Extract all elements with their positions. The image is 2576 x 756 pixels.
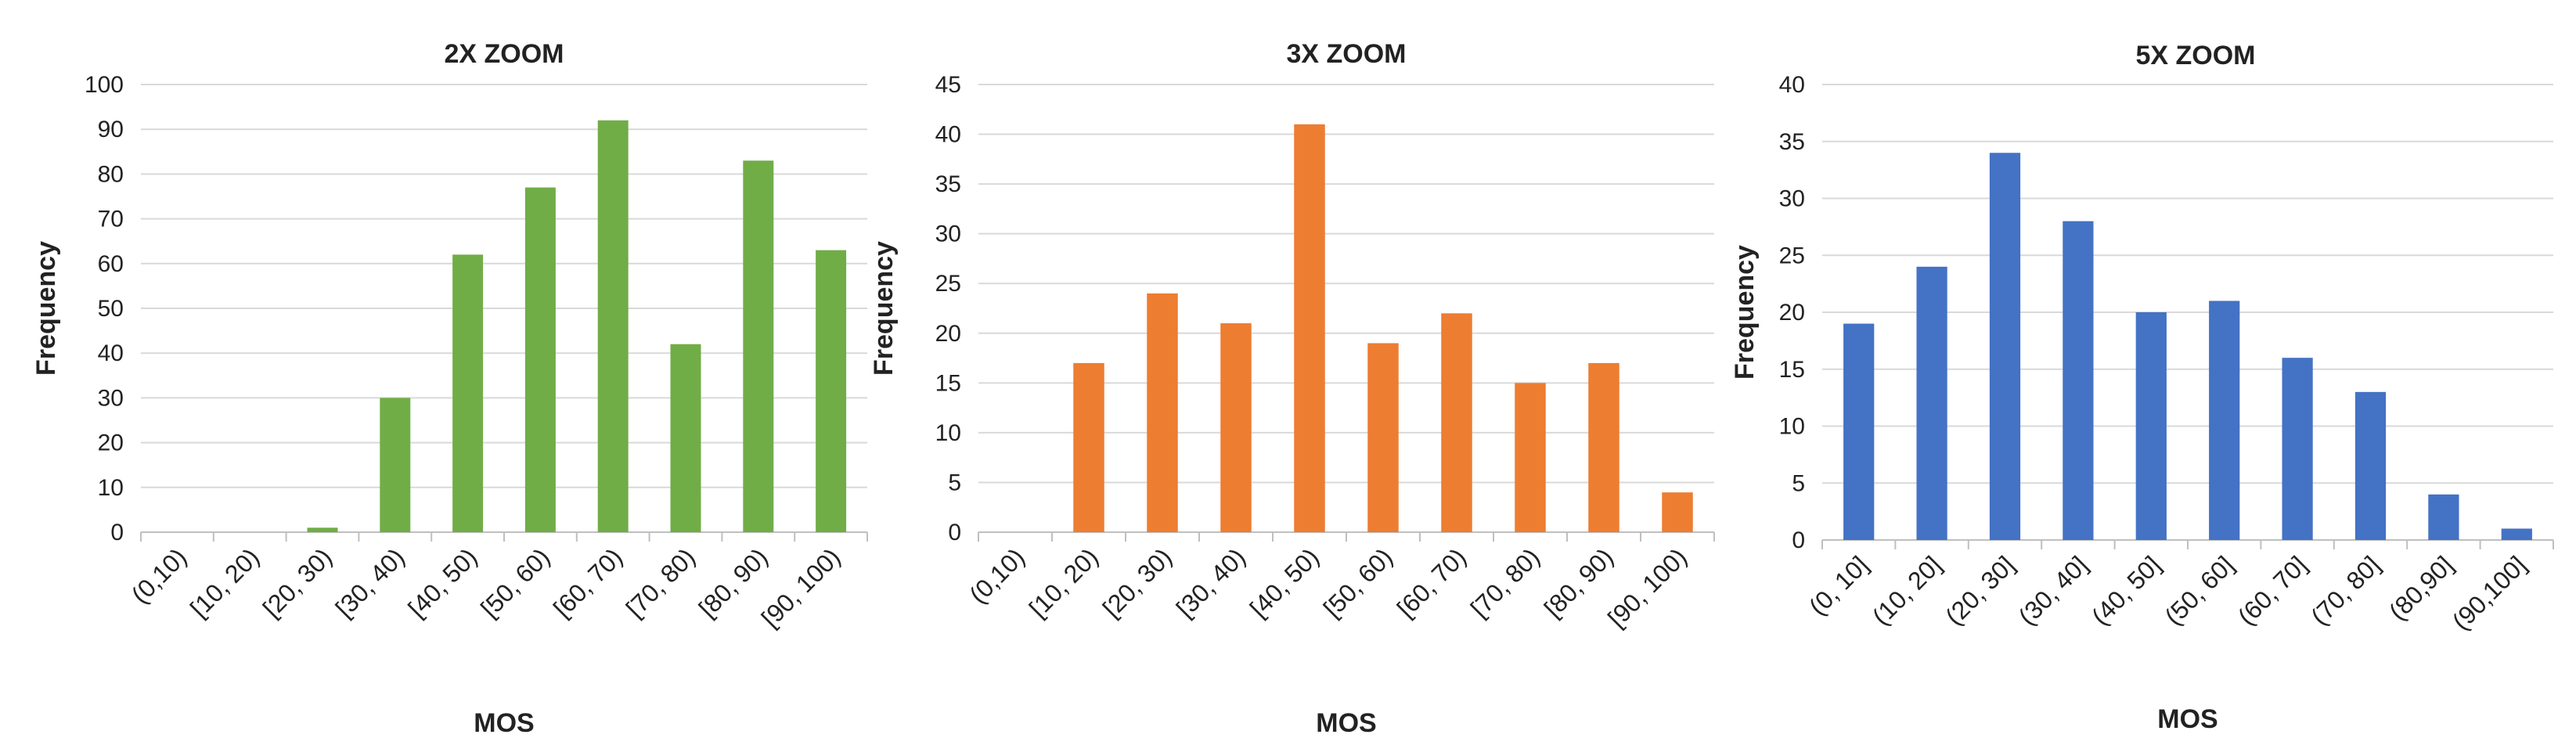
zoom5x-y-tick-label: 25 xyxy=(1779,243,1805,268)
zoom3x-x-tick-label: [30, 40) xyxy=(1171,542,1251,622)
zoom3x-y-tick-label: 40 xyxy=(935,122,961,148)
zoom5x-x-axis-label: MOS xyxy=(2157,704,2218,734)
zoom2x-y-tick-label: 10 xyxy=(98,475,124,501)
zoom5x-x-tick-label: (70, 80] xyxy=(2305,550,2385,630)
zoom3x-bar-9 xyxy=(1588,362,1619,532)
zoom3x-x-tick-label: (0,10) xyxy=(964,542,1030,609)
zoom2x-bar-4 xyxy=(380,398,411,532)
zoom5x-y-tick-label: 30 xyxy=(1779,186,1805,212)
zoom5x-x-tick-label: (0, 10] xyxy=(1803,550,1874,621)
zoom3x-y-axis-label: Frequency xyxy=(869,241,899,376)
zoom2x-y-tick-label: 90 xyxy=(98,117,124,142)
zoom2x-bar-3 xyxy=(307,527,338,532)
zoom2x-x-tick-label: [70, 80) xyxy=(621,542,701,622)
zoom3x-y-tick-label: 35 xyxy=(935,171,961,197)
zoom5x-bar-9 xyxy=(2428,494,2459,540)
zoom2x-y-tick-label: 0 xyxy=(110,520,124,545)
zoom5x-y-tick-label: 0 xyxy=(1792,527,1805,553)
zoom3x-x-tick-label: [20, 30) xyxy=(1097,542,1177,622)
zoom3x-title: 3X ZOOM xyxy=(1286,39,1406,69)
zoom5x-title: 5X ZOOM xyxy=(2135,41,2255,70)
zoom3x-y-tick-label: 5 xyxy=(948,470,961,495)
zoom5x-x-tick-label: (10, 20] xyxy=(1867,550,1947,630)
zoom3x-bar-3 xyxy=(1147,293,1178,532)
zoom3x-bar-2 xyxy=(1073,362,1104,532)
zoom5x-bar-1 xyxy=(1843,323,1875,540)
zoom5x-x-tick-label: (20, 30] xyxy=(1940,550,2019,630)
zoom2x-bar-5 xyxy=(452,254,484,532)
zoom5x-y-axis-label: Frequency xyxy=(1730,245,1760,380)
zoom2x-x-axis-label: MOS xyxy=(474,708,534,738)
zoom2x-x-tick-label: [90, 100) xyxy=(756,542,846,632)
zoom2x-bar-7 xyxy=(597,120,629,532)
zoom2x-x-tick-label: [40, 50) xyxy=(402,542,482,622)
zoom3x-bar-10 xyxy=(1662,492,1693,532)
zoom3x-y-tick-label: 0 xyxy=(948,520,961,545)
zoom5x-bar-8 xyxy=(2354,391,2387,540)
zoom2x-x-tick-label: [20, 30) xyxy=(258,542,337,622)
zoom2x-x-tick-label: [10, 20) xyxy=(185,542,265,622)
zoom5x-bar-2 xyxy=(1916,266,1947,540)
zoom5x-y-tick-label: 40 xyxy=(1779,72,1805,98)
zoom5x-bar-4 xyxy=(2063,221,2094,540)
zoom5x-y-tick-label: 5 xyxy=(1792,470,1805,496)
zoom3x-y-tick-label: 45 xyxy=(935,72,961,98)
zoom3x-x-tick-label: [50, 60) xyxy=(1318,542,1398,622)
zoom5x-y-tick-label: 15 xyxy=(1779,357,1805,383)
zoom3x-bar-4 xyxy=(1220,323,1252,532)
zoom3x-x-tick-label: [10, 20) xyxy=(1024,542,1104,622)
zoom2x-bar-9 xyxy=(743,160,774,533)
zoom3x-y-tick-label: 15 xyxy=(935,370,961,396)
zoom5x-y-tick-label: 35 xyxy=(1779,129,1805,155)
zoom2x-y-tick-label: 20 xyxy=(98,430,124,456)
zoom2x-y-tick-label: 50 xyxy=(98,296,124,322)
chart-5x-zoom: 5X ZOOM 0 5 10 15 20 25 30 35 40 (0, 10](10, 20](2… xyxy=(1730,41,2554,734)
zoom5x-x-tick-label: (30, 40] xyxy=(2013,550,2093,630)
zoom5x-bar-7 xyxy=(2282,358,2313,540)
zoom3x-x-axis-label: MOS xyxy=(1316,708,1376,738)
zoom5x-bar-10 xyxy=(2501,528,2532,540)
zoom3x-x-tick-label: [40, 50) xyxy=(1245,542,1324,622)
zoom5x-bar-5 xyxy=(2135,312,2167,540)
zoom3x-bar-5 xyxy=(1294,124,1325,532)
zoom3x-y-tick-label: 20 xyxy=(935,321,961,347)
zoom2x-x-tick-label: (0,10) xyxy=(126,542,193,609)
zoom5x-x-tick-label: (60, 70] xyxy=(2232,550,2312,630)
zoom3x-x-tick-label: [70, 80) xyxy=(1465,542,1545,622)
zoom3x-bar-6 xyxy=(1367,343,1399,532)
zoom3x-y-tick-label: 25 xyxy=(935,271,961,297)
zoom5x-x-tick-label: (40, 50] xyxy=(2086,550,2166,630)
zoom2x-x-tick-label: [60, 70) xyxy=(548,542,628,622)
zoom2x-x-tick-label: [30, 40) xyxy=(330,542,410,622)
zoom5x-bar-3 xyxy=(1989,153,2021,541)
zoom2x-y-axis-label: Frequency xyxy=(31,241,61,376)
zoom3x-x-tick-label: [60, 70) xyxy=(1392,542,1472,622)
zoom2x-y-tick-label: 60 xyxy=(98,251,124,277)
zoom2x-bar-8 xyxy=(670,344,701,532)
zoom2x-bar-6 xyxy=(524,187,556,532)
zoom2x-y-tick-label: 40 xyxy=(98,340,124,366)
zoom2x-bar-10 xyxy=(816,250,847,532)
zoom5x-y-tick-label: 20 xyxy=(1779,300,1805,326)
zoom2x-y-tick-label: 70 xyxy=(98,207,124,232)
zoom5x-x-tick-label: (50, 60] xyxy=(2159,550,2239,630)
zoom2x-y-tick-label: 80 xyxy=(98,161,124,187)
zoom5x-y-tick-label: 10 xyxy=(1779,414,1805,440)
zoom5x-bar-6 xyxy=(2209,301,2240,540)
zoom2x-title: 2X ZOOM xyxy=(444,39,564,69)
zoom3x-bar-8 xyxy=(1515,383,1546,532)
zoom2x-y-tick-label: 100 xyxy=(85,72,124,98)
chart-2x-zoom: 2X ZOOM 0 10 20 30 40 50 60 70 80 90 100 (0,10)[10, … xyxy=(31,39,868,738)
zoom3x-x-tick-label: [90, 100) xyxy=(1602,542,1692,632)
zoom3x-y-tick-label: 10 xyxy=(935,420,961,446)
zoom3x-y-tick-label: 30 xyxy=(935,221,961,247)
zoom3x-bar-7 xyxy=(1441,313,1472,532)
zoom2x-x-tick-label: [50, 60) xyxy=(475,542,555,622)
zoom5x-x-tick-label: (90,100] xyxy=(2447,550,2531,635)
zoom2x-y-tick-label: 30 xyxy=(98,385,124,411)
